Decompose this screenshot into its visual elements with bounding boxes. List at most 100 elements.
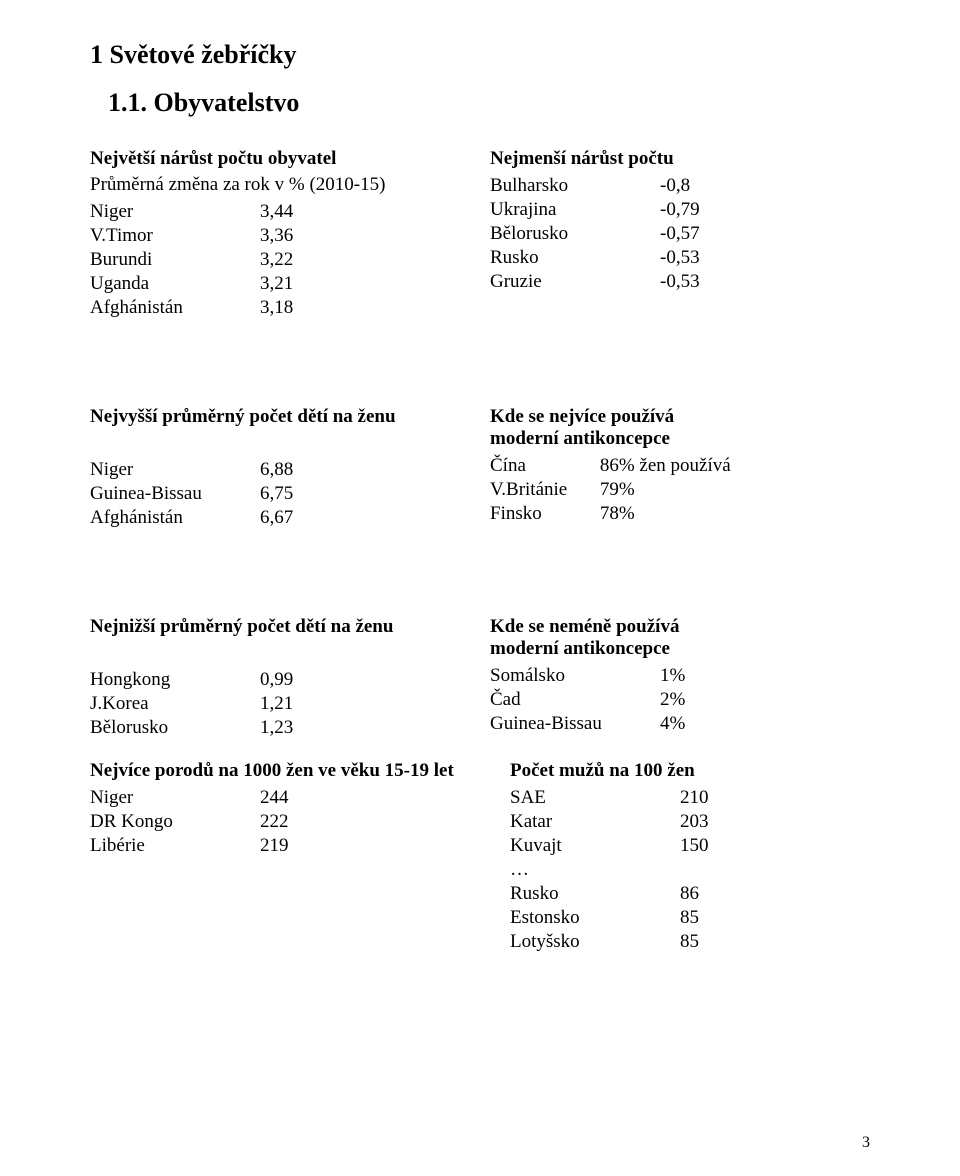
- row-label: Guinea-Bissau: [90, 482, 260, 506]
- row-value: 79%: [600, 478, 870, 502]
- row-value: 3,21: [260, 272, 315, 296]
- table-row: Bělorusko-0,57: [490, 222, 715, 246]
- row-value: 4%: [660, 712, 715, 736]
- row-label: Hongkong: [90, 668, 260, 692]
- block-3-right: Kde se neméně používá moderní antikoncep…: [490, 616, 870, 740]
- row-label: J.Korea: [90, 692, 260, 716]
- table-row: V.Timor3,36: [90, 224, 315, 248]
- row-value: -0,53: [660, 270, 715, 294]
- row-label: Čad: [490, 688, 660, 712]
- table-row: Afghánistán6,67: [90, 506, 315, 530]
- table-row: Finsko78%: [490, 502, 870, 526]
- row-value: 78%: [600, 502, 870, 526]
- table-row: Čína86% žen používá: [490, 454, 870, 478]
- block1-right-table: Bulharsko-0,8 Ukrajina-0,79 Bělorusko-0,…: [490, 174, 715, 294]
- page-number: 3: [862, 1134, 870, 1152]
- row-value: [680, 858, 735, 882]
- block1-right-title: Nejmenší nárůst počtu: [490, 148, 870, 170]
- row-value: 244: [260, 786, 315, 810]
- row-label: V.Timor: [90, 224, 260, 248]
- table-row: Bulharsko-0,8: [490, 174, 715, 198]
- row-label: Estonsko: [510, 906, 680, 930]
- table-row: Rusko-0,53: [490, 246, 715, 270]
- block3-right-title-l1: Kde se neméně používá: [490, 616, 870, 638]
- row-label: Burundi: [90, 248, 260, 272]
- block1-left-table: Niger3,44 V.Timor3,36 Burundi3,22 Uganda…: [90, 200, 315, 320]
- table-row: Gruzie-0,53: [490, 270, 715, 294]
- row-label: Bulharsko: [490, 174, 660, 198]
- table-row: SAE210: [510, 786, 735, 810]
- row-value: 2%: [660, 688, 715, 712]
- table-row: Afghánistán3,18: [90, 296, 315, 320]
- row-label: Niger: [90, 458, 260, 482]
- row-label: Somálsko: [490, 664, 660, 688]
- block-3-left: Nejnižší průměrný počet dětí na ženu . H…: [90, 616, 490, 740]
- row-value: -0,57: [660, 222, 715, 246]
- row-label: Čína: [490, 454, 600, 478]
- block3-right-table: Somálsko1% Čad2% Guinea-Bissau4%: [490, 664, 715, 736]
- row-label: Niger: [90, 200, 260, 224]
- table-row: Guinea-Bissau6,75: [90, 482, 315, 506]
- row-value: 3,44: [260, 200, 315, 224]
- sub-heading: 1.1. Obyvatelstvo: [108, 88, 870, 118]
- table-row: J.Korea1,21: [90, 692, 315, 716]
- row-value: 150: [680, 834, 735, 858]
- table-row: Hongkong0,99: [90, 668, 315, 692]
- row-value: -0,8: [660, 174, 715, 198]
- row-label: Bělorusko: [90, 716, 260, 740]
- row-label: Rusko: [510, 882, 680, 906]
- block4-left-table: Niger244 DR Kongo222 Libérie219: [90, 786, 315, 858]
- row-value: 3,22: [260, 248, 315, 272]
- row-value: 85: [680, 906, 735, 930]
- block-2-right: Kde se nejvíce používá moderní antikonce…: [490, 406, 870, 530]
- row-label: SAE: [510, 786, 680, 810]
- block4-left-title: Nejvíce porodů na 1000 žen ve věku 15-19…: [90, 760, 510, 782]
- row-label: DR Kongo: [90, 810, 260, 834]
- block2-right-title-l1: Kde se nejvíce používá: [490, 406, 870, 428]
- row-label: Niger: [90, 786, 260, 810]
- block-1-left: Největší nárůst počtu obyvatel Průměrná …: [90, 148, 490, 320]
- row-value: 3,36: [260, 224, 315, 248]
- row-label: Gruzie: [490, 270, 660, 294]
- row-label: Uganda: [90, 272, 260, 296]
- main-heading: 1 Světové žebříčky: [90, 40, 870, 70]
- row-value: 6,75: [260, 482, 315, 506]
- row-value: 222: [260, 810, 315, 834]
- row-value: 1%: [660, 664, 715, 688]
- table-row: Niger3,44: [90, 200, 315, 224]
- block2-right-title-l2: moderní antikoncepce: [490, 428, 870, 450]
- table-row: Lotyšsko85: [510, 930, 735, 954]
- row-label: Lotyšsko: [510, 930, 680, 954]
- table-row: Burundi3,22: [90, 248, 315, 272]
- row-label: Libérie: [90, 834, 260, 858]
- table-row: Ukrajina-0,79: [490, 198, 715, 222]
- table-row: Niger244: [90, 786, 315, 810]
- row-value: 219: [260, 834, 315, 858]
- row-value: 6,88: [260, 458, 315, 482]
- block-1: Největší nárůst počtu obyvatel Průměrná …: [90, 148, 870, 320]
- row-value: 1,21: [260, 692, 315, 716]
- row-value: -0,79: [660, 198, 715, 222]
- block-4-left: Nejvíce porodů na 1000 žen ve věku 15-19…: [90, 760, 510, 954]
- block4-right-table: SAE210 Katar203 Kuvajt150 … Rusko86 Esto…: [510, 786, 735, 954]
- row-label: Ukrajina: [490, 198, 660, 222]
- block3-right-title-l2: moderní antikoncepce: [490, 638, 870, 660]
- row-label: …: [510, 858, 680, 882]
- block2-right-table: Čína86% žen používá V.Británie79% Finsko…: [490, 454, 870, 526]
- row-value: 86: [680, 882, 735, 906]
- block-4-right: Počet mužů na 100 žen SAE210 Katar203 Ku…: [510, 760, 870, 954]
- row-value: 6,67: [260, 506, 315, 530]
- block1-left-title: Největší nárůst počtu obyvatel: [90, 148, 490, 170]
- table-row: Libérie219: [90, 834, 315, 858]
- row-label: Finsko: [490, 502, 600, 526]
- row-label: Bělorusko: [490, 222, 660, 246]
- row-value: 1,23: [260, 716, 315, 740]
- row-label: Guinea-Bissau: [490, 712, 660, 736]
- table-row: Bělorusko1,23: [90, 716, 315, 740]
- block-4: Nejvíce porodů na 1000 žen ve věku 15-19…: [90, 760, 870, 954]
- table-row: Somálsko1%: [490, 664, 715, 688]
- table-row: Rusko86: [510, 882, 735, 906]
- row-value: 203: [680, 810, 735, 834]
- block-3: Nejnižší průměrný počet dětí na ženu . H…: [90, 616, 870, 740]
- block-1-right: Nejmenší nárůst počtu Bulharsko-0,8 Ukra…: [490, 148, 870, 320]
